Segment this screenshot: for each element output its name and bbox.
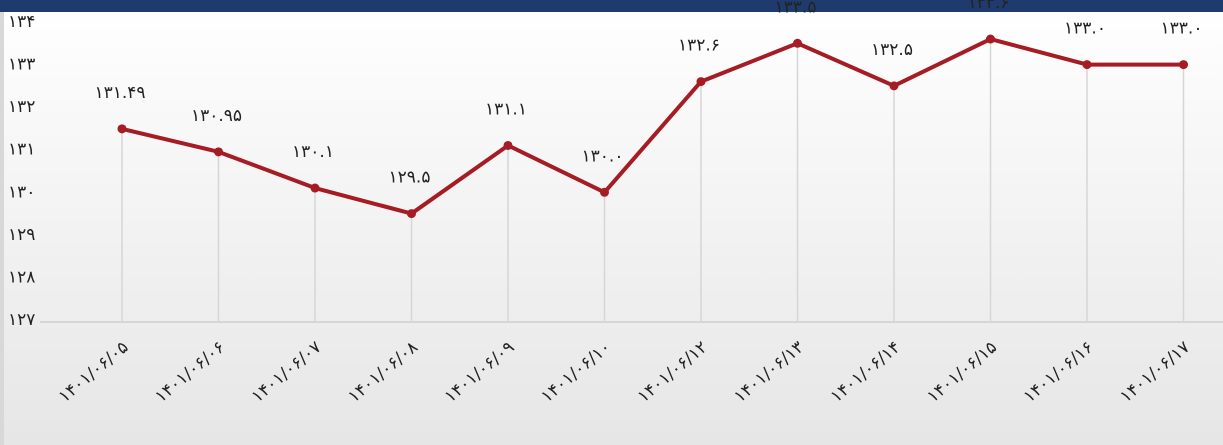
data-label: ۱۳۰.۰ — [582, 146, 624, 166]
data-point — [407, 209, 416, 219]
data-point — [793, 38, 802, 48]
y-tick-label: ۱۳۰ — [8, 182, 35, 202]
data-line — [121, 37, 1184, 216]
data-point — [1179, 60, 1188, 70]
data-point — [310, 183, 320, 193]
data-label: ۱۳۲.۶ — [678, 36, 720, 56]
data-label: ۱۳۱.۱ — [485, 99, 527, 119]
data-point — [214, 147, 223, 157]
data-label: ۱۳۳.۰ — [1064, 19, 1106, 39]
data-label: ۱۳۰.۹۵ — [191, 106, 242, 126]
y-tick-label: ۱۲۷ — [8, 310, 35, 330]
y-tick-label: ۱۳۴ — [8, 12, 35, 32]
data-point — [696, 77, 706, 87]
data-label: ۱۲۹.۵ — [389, 168, 431, 188]
data-point — [986, 34, 995, 44]
data-point — [600, 187, 609, 197]
data-point — [503, 140, 513, 150]
data-label: ۱۳۰.۱ — [292, 142, 334, 162]
data-label: ۱۳۳.۶ — [968, 0, 1010, 13]
y-tick-label: ۱۳۲ — [8, 97, 35, 117]
data-label: ۱۳۳.۵ — [775, 0, 817, 17]
data-label: ۱۳۳.۰ — [1161, 19, 1203, 39]
data-point — [1082, 60, 1092, 70]
y-tick-label: ۱۲۹ — [8, 225, 35, 245]
data-point — [889, 81, 899, 91]
header-bar — [0, 0, 1223, 12]
y-tick-label: ۱۲۸ — [8, 267, 35, 287]
data-label: ۱۳۱.۴۹ — [94, 83, 145, 103]
y-tick-label: ۱۳۳ — [8, 55, 35, 75]
data-point — [117, 124, 127, 134]
left-border — [0, 12, 4, 445]
y-tick-label: ۱۳۱ — [8, 140, 35, 160]
data-label: ۱۳۲.۵ — [871, 40, 913, 60]
